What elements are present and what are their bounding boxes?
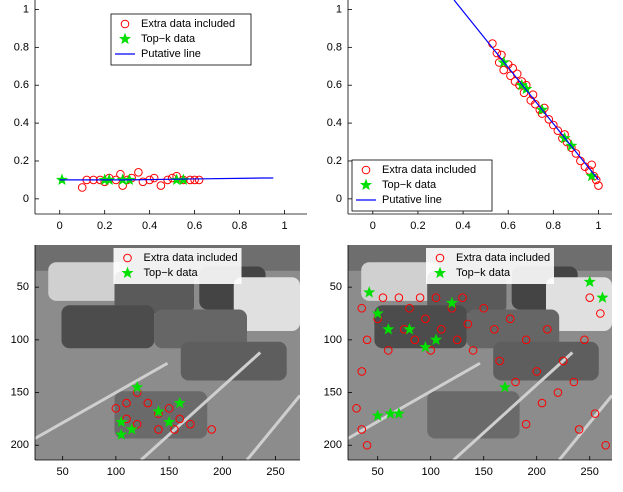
x-tick-label: 0.4 [142, 220, 157, 232]
legend: Extra data included Top−k data [426, 248, 554, 284]
legend-label: Top−k data [144, 267, 199, 279]
figure: 0 0.2 0.4 0.6 0.8 1 0 0.2 0.4 0.6 0.8 1 Extra data i… [0, 0, 623, 492]
putative-line [60, 178, 274, 180]
y-tick-label: 0.6 [327, 79, 342, 91]
x-tick-label: 50 [372, 466, 384, 478]
point [157, 182, 165, 190]
x-tick-label: 150 [160, 466, 178, 478]
y-tick-label: 0.4 [14, 117, 29, 129]
y-tick-label: 150 [324, 386, 342, 398]
x-tick-label: 250 [266, 466, 284, 478]
x-tick-label: 0.6 [187, 220, 202, 232]
point [78, 184, 86, 192]
x-tick-label: 1 [595, 220, 601, 232]
y-tick-label: 50 [17, 281, 29, 293]
legend-label: Extra data included [382, 164, 476, 176]
x-tick-label: 0.6 [501, 220, 516, 232]
legend-label: Putative line [141, 48, 201, 60]
legend-label: Extra data included [144, 252, 238, 264]
x-tick-label: 250 [581, 466, 599, 478]
image-region [427, 391, 519, 438]
x-tick-label: 100 [422, 466, 440, 478]
y-tick-label: 0 [336, 193, 342, 205]
point [191, 176, 199, 184]
x-tick-label: 200 [528, 466, 546, 478]
point [150, 174, 158, 182]
page: 0 0.2 0.4 0.6 0.8 1 0 0.2 0.4 0.6 0.8 1 Extra data i… [0, 0, 623, 492]
x-tick-label: 0.8 [232, 220, 247, 232]
y-tick-label: 0.8 [14, 41, 29, 53]
legend-label: Top−k data [382, 179, 437, 191]
x-tick-label: 0.2 [97, 220, 112, 232]
point [135, 169, 143, 177]
x-tick-label: 200 [213, 466, 231, 478]
y-tick-label: 200 [11, 439, 29, 451]
image-region [62, 305, 155, 348]
legend: Extra data included Top−k data Putative li… [111, 14, 251, 65]
y-tick-label: 0.2 [14, 155, 29, 167]
legend-label: Extra data included [456, 252, 550, 264]
putative-line [454, 0, 598, 180]
legend: Extra data included Top−k data [114, 248, 242, 284]
x-tick-label: 50 [57, 466, 69, 478]
x-tick-label: 0.4 [455, 220, 470, 232]
legend-label: Putative line [382, 194, 442, 206]
plot-area [57, 169, 274, 192]
legend-label: Extra data included [141, 18, 235, 30]
x-tick-label: 150 [475, 466, 493, 478]
legend-label: Top−k data [141, 33, 196, 45]
y-tick-label: 100 [11, 334, 29, 346]
y-tick-label: 0.4 [327, 117, 342, 129]
y-tick-label: 1 [336, 3, 342, 15]
x-tick-label: 0 [57, 220, 63, 232]
y-tick-label: 0.6 [14, 79, 29, 91]
x-tick-label: 1 [281, 220, 287, 232]
legend-label: Top−k data [456, 267, 511, 279]
y-tick-label: 100 [324, 334, 342, 346]
y-tick-label: 0.2 [327, 155, 342, 167]
y-tick-label: 0.8 [327, 41, 342, 53]
y-tick-label: 150 [11, 386, 29, 398]
x-tick-label: 100 [107, 466, 125, 478]
point [195, 176, 203, 184]
point [513, 70, 521, 78]
y-tick-label: 50 [330, 281, 342, 293]
y-tick-label: 200 [324, 439, 342, 451]
y-tick-label: 1 [23, 3, 29, 15]
y-tick-label: 0 [23, 193, 29, 205]
x-tick-label: 0 [370, 220, 376, 232]
x-tick-label: 0.8 [546, 220, 561, 232]
x-tick-label: 0.2 [410, 220, 425, 232]
legend: Extra data included Top−k data Putative li… [352, 160, 492, 211]
